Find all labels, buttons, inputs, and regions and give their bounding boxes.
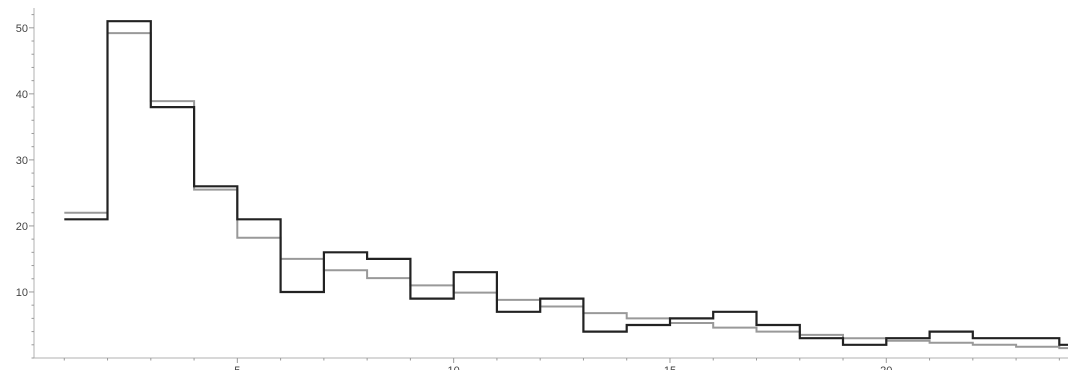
x-tick-label: 10: [448, 365, 460, 370]
y-tick-label: 10: [16, 287, 28, 299]
series-1-step-line: [64, 32, 1068, 350]
x-tick-label: 20: [880, 365, 892, 370]
y-tick-label: 40: [16, 89, 28, 101]
y-tick-label: 30: [16, 155, 28, 167]
axes: [33, 8, 1068, 359]
x-tick-label: 15: [664, 365, 676, 370]
y-tick-label: 50: [16, 23, 28, 35]
x-tick-label: 5: [234, 365, 240, 370]
series-2-step-line: [64, 20, 1068, 346]
y-tick-label: 20: [16, 221, 28, 233]
ticks: 5 10 15 20 10 20 30 40 50: [16, 14, 1060, 370]
series-layer: [64, 20, 1068, 350]
